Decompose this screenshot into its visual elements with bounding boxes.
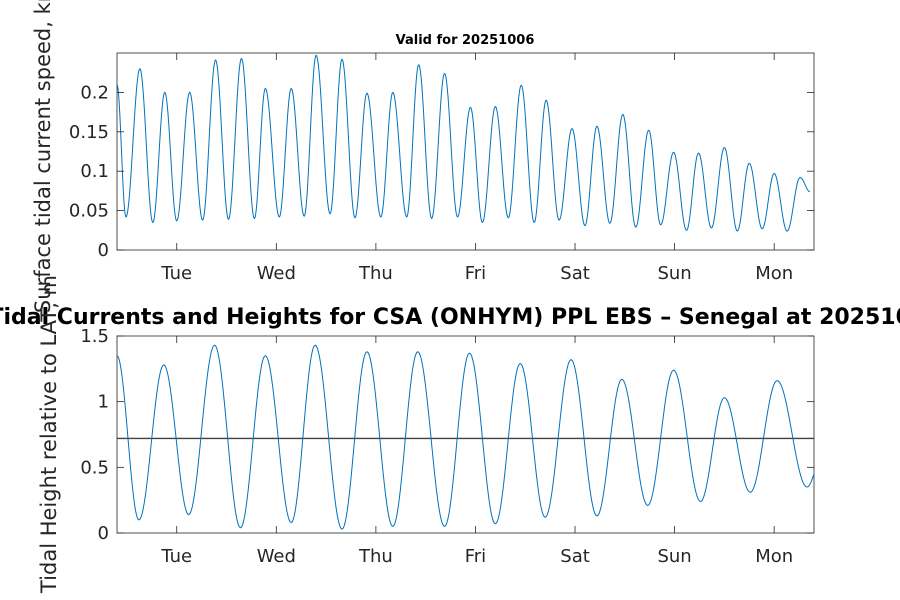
x-tick-label: Sat [560, 263, 590, 284]
series-group [117, 344, 814, 530]
current-speed-plot: 0 0.05 0.1 0.15 0.2 Tue Wed Thu Fri Sat Sun Mon Vali… [31, 0, 815, 313]
x-tick-label: Sun [657, 546, 691, 567]
y-tick-label: 0.5 [80, 457, 109, 478]
x-tick-label: Wed [257, 263, 296, 284]
x-tick-label: Fri [465, 263, 486, 284]
plot-title-top: Valid for 20251006 [396, 33, 535, 48]
series-line [117, 344, 814, 530]
y-tick-label: 0.15 [69, 122, 109, 143]
series-group [117, 54, 811, 232]
figure-title: Tidal Currents and Heights for CSA (ONHY… [0, 305, 900, 330]
x-tick-label: Wed [257, 546, 296, 567]
x-tick-label: Tue [160, 263, 192, 284]
x-tick-label: Tue [160, 546, 192, 567]
x-tick-label: Fri [465, 546, 486, 567]
y-tick-label: 0.1 [80, 161, 109, 182]
x-tick-label: Sun [657, 263, 691, 284]
axes-box [116, 335, 815, 534]
x-tick-label: Thu [358, 263, 393, 284]
x-tick-label: Mon [755, 546, 793, 567]
y-axis-label-speed: Surface tidal current speed, kn [31, 0, 55, 313]
y-tick-label: 0.05 [69, 201, 109, 222]
tidal-height-plot: 0 0.5 1 1.5 Tue Wed Thu Fri Sat Sun Mon Tidal Curre… [0, 275, 900, 594]
x-tick-label: Sat [560, 546, 590, 567]
y-tick-label: 0.2 [80, 82, 109, 103]
y-axis-label-height: Tidal Height relative to LAT, m [37, 275, 61, 594]
y-tick-label: 0 [98, 523, 109, 544]
y-tick-label: 0 [98, 240, 109, 261]
x-tick-label: Thu [358, 546, 393, 567]
y-tick-label: 1 [98, 392, 109, 413]
series-line [117, 54, 811, 232]
x-tick-label: Mon [755, 263, 793, 284]
y-tick-label: 1.5 [80, 326, 109, 347]
axes-box [116, 52, 815, 251]
